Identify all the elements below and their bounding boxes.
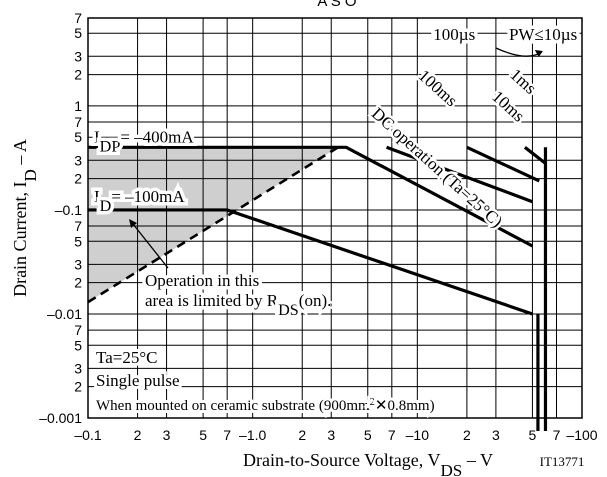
label-dc-operation: DC operation (Ta=25°C) [368,104,506,231]
rds-limited-shaded-area [88,147,339,303]
operation-note-line1: Operation in this [145,271,259,290]
y-tick-label: 3 [74,48,82,64]
x-tick-label: –0.1 [74,427,101,443]
y-tick-label: 7 [74,322,82,338]
x-tick-label: 2 [134,427,142,443]
y-tick-label: 7 [74,10,82,26]
y-tick-label: 7 [74,218,82,234]
label-100ms: 100ms [415,66,461,110]
y-tick-label: 1 [74,98,82,114]
condition-mounting: When mounted on ceramic substrate (900mm… [96,397,435,415]
plot-frame [87,17,583,419]
y-tick-label: 3 [74,360,82,376]
y-tick-label: –0.01 [47,306,82,322]
series-line-ms10 [88,145,534,248]
series-layer [87,145,548,431]
label-100us: 100µs [433,25,475,44]
y-tick-label: 2 [74,379,82,395]
y-tick-label: 2 [74,67,82,83]
shaded-region-layer [88,147,339,303]
x-tick-label: 2 [298,427,306,443]
x-tick-label: 3 [163,427,171,443]
y-tick-label: 3 [74,152,82,168]
y-tick-label: 3 [74,256,82,272]
series-line-us100 [523,146,547,165]
series-line-ms1 [466,145,540,183]
y-tick-label: 2 [74,275,82,291]
top-title-fragment: A S O [317,0,356,10]
x-axis-label: Drain-to-Source Voltage, VDS – V [243,450,493,477]
series-line-ms100 [385,145,533,204]
pulse-width-arrow [495,47,543,57]
x-tick-label: –10 [406,427,430,443]
x-tick-label: 5 [364,427,372,443]
x-tick-label: 3 [492,427,500,443]
x-tick-label: 5 [529,427,537,443]
y-tick-label: 5 [74,25,82,41]
rds-note-arrowhead [129,219,137,228]
y-tick-label: 2 [74,171,82,187]
y-tick-label: –0.001 [39,410,82,426]
x-tick-label: 7 [388,427,396,443]
label-pw: PW≤10µs [509,25,577,44]
grid-layer [88,17,582,418]
x-tick-label: 2 [463,427,471,443]
x-tick-label: –100 [566,427,597,443]
idp-label: IDP= –400mA [94,127,194,155]
axis-label-layer: A S O Drain-to-Source Voltage, VDS – V Dra… [10,0,584,477]
x-tick-label: 5 [199,427,207,443]
x-tick-label: 7 [553,427,561,443]
y-axis-label: Drain Current, ID – A [10,139,40,297]
y-tick-label: 5 [74,337,82,353]
series-line-rds [87,146,339,304]
condition-ta: Ta=25°C [96,348,157,367]
x-tick-label: 7 [223,427,231,443]
y-tick-label: 5 [74,233,82,249]
condition-single-pulse: Single pulse [96,371,180,390]
tick-label-layer: –0.1 2 3 5 7 –1.0 2 3 5 7 –10 2 3 5 7 –100–0.0012357–0.… [39,10,598,443]
y-tick-label: –0.1 [55,202,82,218]
label-1ms: 1ms [506,65,540,98]
rds-note-arrow [132,223,169,269]
y-tick-label: 5 [74,129,82,145]
x-tick-label: –1.0 [239,427,266,443]
y-tick-label: 7 [74,114,82,130]
operation-note-line2: area is limited by RDS(on). [145,291,331,319]
x-tick-label: 3 [327,427,335,443]
series-line-dc [88,208,533,316]
pulse-width-arrowhead [534,50,543,57]
figure-id: IT13771 [540,454,585,469]
